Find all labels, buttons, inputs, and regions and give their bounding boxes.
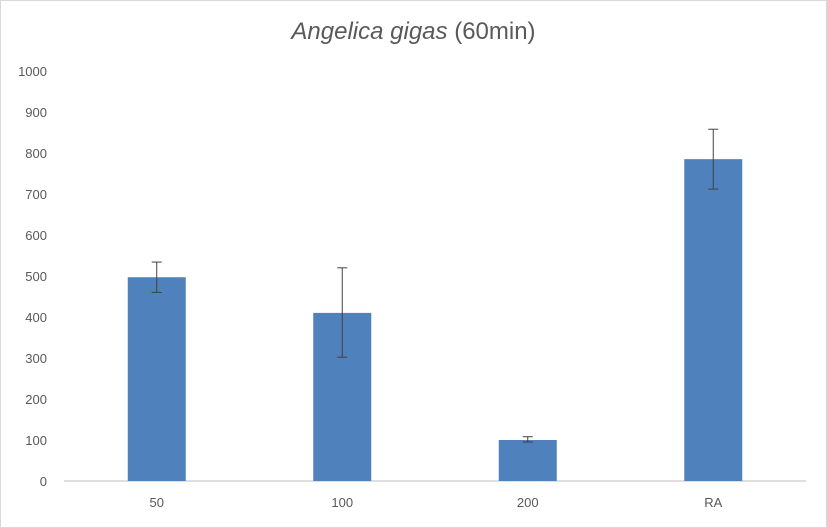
y-tick-label: 100 — [25, 433, 47, 448]
x-tick-label: RA — [704, 495, 722, 510]
y-tick-label: 0 — [40, 474, 47, 489]
error-bar-50 — [151, 261, 162, 293]
chart-title-condition: (60min) — [447, 18, 536, 45]
chart-title-species: Angelica gigas — [291, 18, 448, 45]
x-axis-tick-labels: 50 100 200 RA — [150, 495, 723, 510]
bar-series — [127, 159, 743, 481]
error-bars — [151, 128, 719, 443]
y-tick-label: 600 — [25, 228, 47, 243]
bar-200 — [498, 440, 557, 481]
y-tick-label: 400 — [25, 310, 47, 325]
y-tick-label: 500 — [25, 269, 47, 284]
y-tick-label: 1000 — [18, 64, 47, 79]
bar-50 — [127, 277, 186, 481]
x-tick-label: 50 — [150, 495, 164, 510]
chart-title: Angelica gigas (60min) — [0, 18, 827, 46]
y-tick-label: 800 — [25, 146, 47, 161]
error-bar-100 — [337, 267, 348, 358]
bar-ra — [684, 159, 743, 481]
y-tick-label: 900 — [25, 105, 47, 120]
error-bar-200 — [522, 436, 533, 443]
x-tick-label: 200 — [517, 495, 539, 510]
y-tick-label: 300 — [25, 351, 47, 366]
y-tick-label: 700 — [25, 187, 47, 202]
y-tick-label: 200 — [25, 392, 47, 407]
error-bar-ra — [708, 128, 719, 190]
x-tick-label: 100 — [331, 495, 353, 510]
y-axis-tick-labels: 0 100 200 300 400 500 600 700 800 900 1000 — [18, 64, 47, 489]
